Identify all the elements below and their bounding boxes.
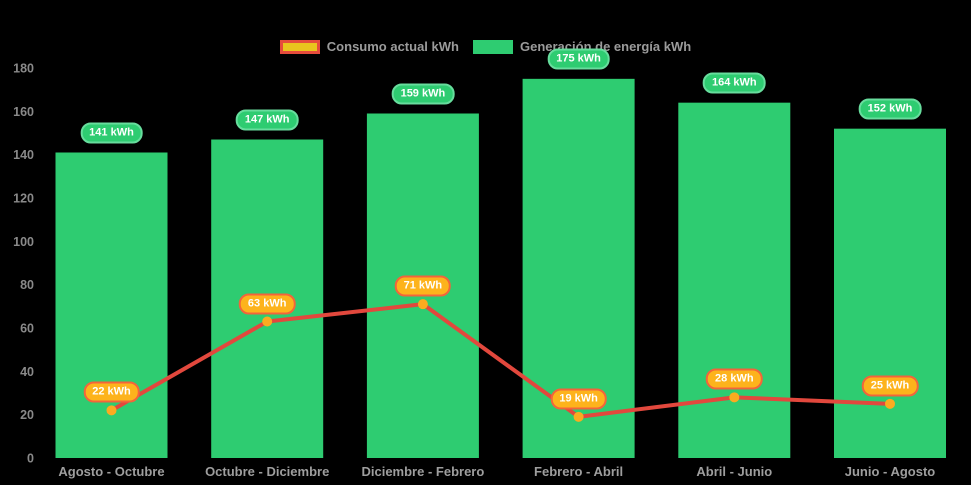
consumption-point-5[interactable] bbox=[885, 398, 895, 409]
y-axis-tick-60: 60 bbox=[20, 322, 34, 336]
consumption-point-4[interactable] bbox=[729, 392, 740, 403]
generation-bar-1[interactable] bbox=[211, 139, 324, 459]
consumption-point-3[interactable] bbox=[573, 411, 584, 422]
y-axis-tick-40: 40 bbox=[20, 365, 34, 379]
generation-bar-2[interactable] bbox=[366, 113, 479, 459]
y-axis-tick-180: 180 bbox=[13, 62, 34, 76]
y-axis-tick-0: 0 bbox=[27, 452, 34, 466]
generation-bar-3[interactable] bbox=[522, 78, 635, 458]
x-axis-label-1: Octubre - Diciembre bbox=[205, 464, 329, 479]
generacion-swatch-icon bbox=[472, 39, 513, 54]
x-axis-label-4: Abril - Junio bbox=[696, 464, 772, 479]
x-axis-label-5: Junio - Agosto bbox=[845, 464, 936, 479]
consumption-point-1[interactable] bbox=[262, 316, 273, 327]
x-axis-label-3: Febrero - Abril bbox=[534, 464, 623, 479]
y-axis-tick-80: 80 bbox=[20, 278, 34, 292]
y-axis-tick-20: 20 bbox=[20, 408, 34, 422]
y-axis-tick-100: 100 bbox=[13, 235, 34, 249]
generation-bar-4[interactable] bbox=[678, 102, 791, 459]
legend-item-consumo[interactable]: Consumo actual kWh bbox=[279, 39, 459, 54]
y-axis-tick-140: 140 bbox=[13, 148, 34, 162]
legend-label-consumo: Consumo actual kWh bbox=[326, 39, 459, 54]
consumption-line bbox=[109, 302, 892, 419]
consumption-point-2[interactable] bbox=[417, 299, 428, 310]
y-axis-tick-120: 120 bbox=[13, 192, 34, 206]
x-axis-label-0: Agosto - Octubre bbox=[58, 464, 164, 479]
x-axis-label-2: Diciembre - Febrero bbox=[361, 464, 484, 479]
consumption-point-0[interactable] bbox=[106, 405, 117, 416]
consumo-swatch-icon bbox=[279, 39, 320, 54]
y-axis-tick-160: 160 bbox=[13, 105, 34, 119]
